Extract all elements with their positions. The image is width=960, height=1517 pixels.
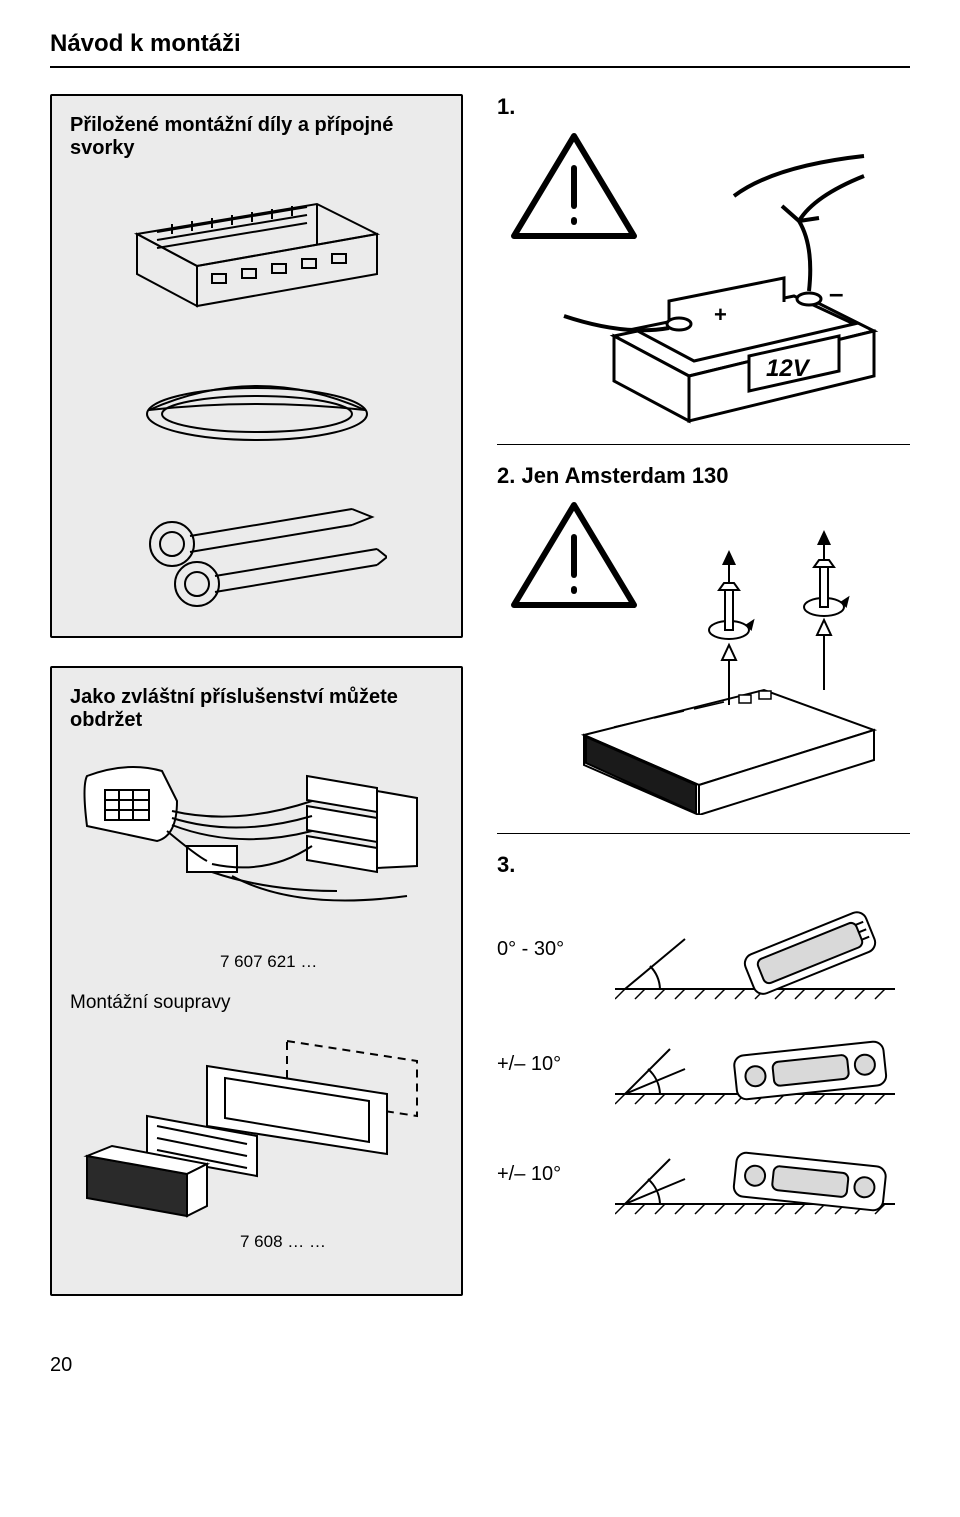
supplied-parts-heading: Přiložené montážní díly a přípojné svork… xyxy=(70,114,443,160)
two-column-layout: Přiložené montážní díly a přípojné svork… xyxy=(50,94,910,1324)
page-title: Návod k montáži xyxy=(50,30,910,58)
step-separator-1 xyxy=(497,444,910,445)
pitch-angle-icon xyxy=(615,894,895,1004)
optional-accessories-panel: Jako zvláštní příslušenství můžete obdrž… xyxy=(50,666,463,1296)
mounting-kits-label: Montážní soupravy xyxy=(70,992,443,1014)
title-rule xyxy=(50,66,910,68)
svg-text:–: – xyxy=(829,278,843,308)
remove-screws-icon xyxy=(504,495,904,815)
wiring-harness-icon xyxy=(77,746,437,946)
step-2-label: 2. Jen Amsterdam 130 xyxy=(497,463,910,489)
roll-angle-text-2: +/– 10° xyxy=(497,1163,587,1186)
kit-part-number: 7 608 … … xyxy=(240,1232,443,1252)
step-1-label: 1. xyxy=(497,94,910,120)
roll-angle-icon-1 xyxy=(615,1014,895,1114)
roll-angle-icon-2 xyxy=(615,1124,895,1224)
step-3-label: 3. xyxy=(497,852,910,878)
disconnect-battery-icon: 12V + – xyxy=(504,126,904,426)
supplied-parts-panel: Přiložené montážní díly a přípojné svork… xyxy=(50,94,463,638)
removal-keys-icon xyxy=(127,484,387,614)
battery-voltage-text: 12V xyxy=(766,355,811,382)
mounting-sleeve-icon xyxy=(117,174,397,314)
roll-angle-row-2: +/– 10° xyxy=(497,1124,910,1224)
roll-angle-text-1: +/– 10° xyxy=(497,1053,587,1076)
page-number: 20 xyxy=(50,1354,910,1377)
pitch-angle-row: 0° - 30° xyxy=(497,894,910,1004)
step-separator-2 xyxy=(497,833,910,834)
svg-text:+: + xyxy=(714,302,727,327)
optional-accessories-heading: Jako zvláštní příslušenství můžete obdrž… xyxy=(70,686,443,732)
faceplate-case-icon xyxy=(127,344,387,454)
mounting-kits-icon xyxy=(77,1026,437,1226)
left-column: Přiložené montážní díly a přípojné svork… xyxy=(50,94,463,1324)
roll-angle-row-1: +/– 10° xyxy=(497,1014,910,1114)
cable-part-number: 7 607 621 … xyxy=(220,952,443,972)
right-column: 1. xyxy=(497,94,910,1324)
pitch-angle-text: 0° - 30° xyxy=(497,938,587,961)
